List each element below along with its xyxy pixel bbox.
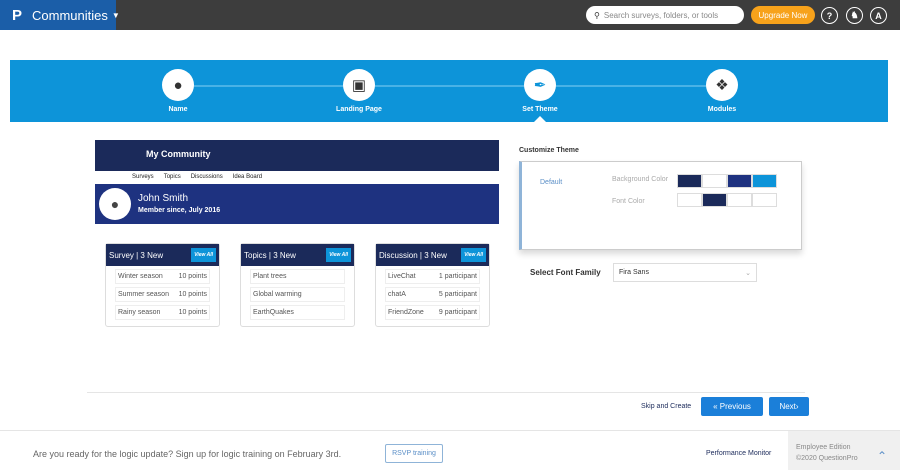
member-since: Member since, July 2016: [138, 207, 221, 214]
card-title: Survey | 3 New: [109, 250, 164, 260]
step-modules[interactable]: ❖ Modules: [672, 69, 772, 113]
stepper: [10, 60, 888, 122]
monitor-icon: ▣: [343, 69, 375, 101]
swatch[interactable]: [752, 193, 777, 207]
card-title: Topics | 3 New: [244, 250, 296, 260]
step-set-theme[interactable]: ✒ Set Theme: [490, 69, 590, 113]
nav-item: Topics: [163, 174, 181, 180]
edition-label: Employee Edition: [796, 444, 851, 451]
user-icon: ●: [162, 69, 194, 101]
preview-title: My Community: [95, 140, 499, 171]
view-all-button[interactable]: View All: [191, 248, 216, 262]
rsvp-training-button[interactable]: RSVP training: [385, 444, 443, 463]
app-switcher[interactable]: P Communities ▼: [0, 0, 120, 30]
search-icon: ⚲: [594, 10, 600, 20]
bg-color-label: Background Color: [612, 176, 669, 183]
copyright: ©2020 QuestionPro: [796, 455, 858, 462]
discussion-card: Discussion | 3 New View All LiveChat 1 par…: [375, 243, 490, 327]
list-item: Plant trees: [250, 269, 345, 284]
step-label: Modules: [707, 106, 737, 113]
theme-box: [519, 161, 802, 250]
step-landing-page[interactable]: ▣ Landing Page: [309, 69, 409, 113]
topics-card: Topics | 3 New View All Plant trees Globa…: [240, 243, 355, 327]
font-color-swatches: [677, 193, 777, 207]
stepper-line: [177, 85, 722, 87]
step-label: Set Theme: [522, 106, 558, 113]
edition-panel: [788, 431, 900, 470]
bell-icon[interactable]: ♞: [846, 7, 863, 24]
list-item: chatA 5 participant: [385, 287, 480, 302]
font-family-select[interactable]: Fira Sans ⌄: [613, 263, 757, 282]
logo: P: [12, 6, 23, 24]
performance-monitor-link[interactable]: Performance Monitor: [706, 450, 772, 457]
profile-banner: ● John Smith Member since, July 2016: [95, 184, 499, 224]
swatch[interactable]: [727, 193, 752, 207]
active-step-indicator: [534, 116, 546, 122]
list-item: EarthQuakes: [250, 305, 345, 320]
list-item: LiveChat 1 participant: [385, 269, 480, 284]
step-name[interactable]: ● Name: [128, 69, 228, 113]
search-input[interactable]: ⚲ Search surveys, folders, or tools: [586, 6, 744, 24]
list-item: Global warming: [250, 287, 345, 302]
swatch[interactable]: [727, 174, 752, 188]
chevron-down-icon: ▼: [111, 10, 120, 20]
nav-item: Idea Board: [232, 174, 263, 180]
customize-theme-title: Customize Theme: [519, 147, 579, 154]
swatch[interactable]: [752, 174, 777, 188]
skip-and-create-link[interactable]: Skip and Create: [641, 403, 692, 410]
survey-card: Survey | 3 New View All Winter season 10 p…: [105, 243, 220, 327]
list-item: Winter season 10 points: [115, 269, 210, 284]
top-bar: [0, 0, 900, 30]
preview-nav: Surveys Topics Discussions Idea Board: [132, 174, 262, 180]
step-label: Name: [168, 106, 188, 113]
next-button[interactable]: Next›: [769, 397, 809, 416]
cubes-icon: ❖: [706, 69, 738, 101]
list-item: Rainy season 10 points: [115, 305, 210, 320]
card-title: Discussion | 3 New: [379, 250, 447, 260]
bg-color-swatches: [677, 174, 777, 188]
scroll-top-icon[interactable]: ⌃: [877, 449, 888, 463]
chevron-down-icon: ⌄: [745, 270, 751, 277]
theme-default[interactable]: Default: [540, 179, 563, 186]
list-item: Summer season 10 points: [115, 287, 210, 302]
font-family-label: Select Font Family: [530, 268, 601, 277]
user-icon: ●: [99, 188, 131, 220]
view-all-button[interactable]: View All: [326, 248, 351, 262]
account-avatar[interactable]: A: [870, 7, 887, 24]
brush-icon: ✒: [524, 69, 556, 101]
user-name: John Smith: [138, 193, 189, 204]
step-label: Landing Page: [336, 106, 382, 113]
list-item: FriendZone 9 participant: [385, 305, 480, 320]
divider: [87, 392, 805, 393]
selected-font: Fira Sans: [619, 269, 649, 276]
help-icon[interactable]: ?: [821, 7, 838, 24]
previous-button[interactable]: « Previous: [701, 397, 763, 416]
font-color-label: Font Color: [612, 198, 645, 205]
nav-item: Discussions: [190, 174, 223, 180]
nav-item: Surveys: [132, 174, 154, 180]
footer: [0, 430, 900, 470]
app-name: Communities: [32, 7, 108, 23]
swatch[interactable]: [677, 193, 702, 207]
swatch[interactable]: [702, 193, 727, 207]
upgrade-button[interactable]: Upgrade Now: [751, 6, 815, 24]
swatch[interactable]: [702, 174, 727, 188]
view-all-button[interactable]: View All: [461, 248, 486, 262]
search-placeholder: Search surveys, folders, or tools: [603, 10, 719, 20]
footer-message: Are you ready for the logic update? Sign…: [33, 449, 342, 459]
swatch[interactable]: [677, 174, 702, 188]
